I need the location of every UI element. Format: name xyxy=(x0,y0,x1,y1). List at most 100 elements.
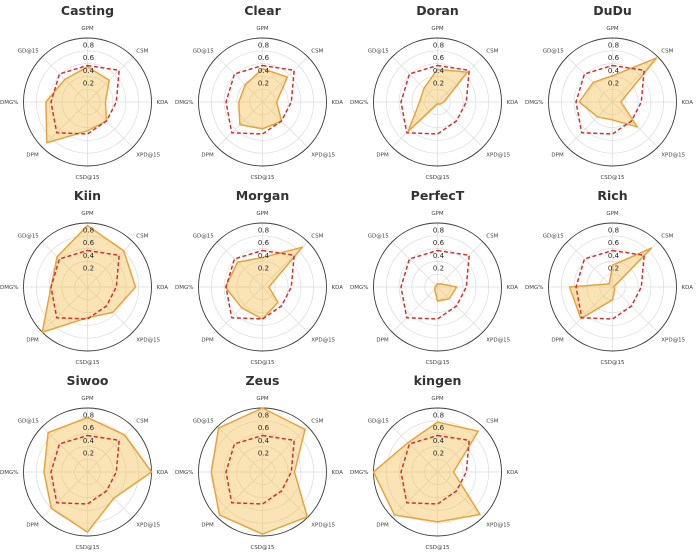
axis-label-csd15: CSD@15 xyxy=(75,545,100,551)
grid-spoke xyxy=(42,286,88,333)
axis-label-xpd15: XPD@15 xyxy=(661,153,685,159)
axis-label-dmg: DMG% xyxy=(175,470,193,476)
grid-spoke xyxy=(87,56,133,103)
axis-label-kda: KDA xyxy=(682,285,694,291)
axis-label-gd15: GD@15 xyxy=(543,234,564,240)
grid-spoke xyxy=(567,56,613,103)
grid-spoke xyxy=(392,471,438,518)
axis-label-kda: KDA xyxy=(507,100,519,106)
axis-label-csm: CSM xyxy=(136,419,148,425)
radial-tick-label: 0.2 xyxy=(433,450,444,458)
axis-label-xpd15: XPD@15 xyxy=(136,338,160,344)
radial-tick-label: 0.6 xyxy=(258,54,270,62)
axis-label-dmg: DMG% xyxy=(350,285,368,291)
radial-tick-label: 0.4 xyxy=(433,67,445,75)
axis-label-gpm: GPM xyxy=(606,211,619,217)
radar-plot: 0.2 0.4 0.6 0.8 GPM CSM KDA XPD@15 CSD@15 DPM DMG%… xyxy=(350,3,519,181)
radial-tick-label: 0.4 xyxy=(608,252,620,260)
grid-spoke xyxy=(567,241,613,288)
axis-label-csd15: CSD@15 xyxy=(250,175,275,181)
grid-spoke xyxy=(42,101,88,148)
axis-label-dpm: DPM xyxy=(201,153,214,159)
grid-spoke xyxy=(612,56,658,103)
baseline-polygon xyxy=(50,64,120,135)
grid-spoke xyxy=(567,101,613,148)
grid-spoke xyxy=(42,471,88,518)
axis-label-dpm: DPM xyxy=(551,153,564,159)
player-polygon xyxy=(41,224,137,333)
axis-label-dmg: DMG% xyxy=(0,470,18,476)
axis-label-csm: CSM xyxy=(136,49,148,55)
axis-label-xpd15: XPD@15 xyxy=(136,523,160,529)
axis-label-csm: CSM xyxy=(486,49,498,55)
chart-title: Siwoo xyxy=(66,373,108,388)
axis-label-gpm: GPM xyxy=(431,26,444,32)
outer-circle xyxy=(198,222,327,352)
radial-tick-label: 0.8 xyxy=(258,226,269,234)
axis-label-xpd15: XPD@15 xyxy=(486,338,510,344)
grid-spoke xyxy=(87,286,133,333)
baseline-polygon xyxy=(225,64,295,135)
axis-label-csd15: CSD@15 xyxy=(425,545,450,551)
chart-title: Clear xyxy=(244,3,281,18)
axis-label-dmg: DMG% xyxy=(350,470,368,476)
grid-spoke xyxy=(262,56,308,103)
radial-tick-label: 0.2 xyxy=(258,450,269,458)
grid-spoke xyxy=(217,56,263,103)
grid-spoke xyxy=(87,471,133,518)
axis-label-xpd15: XPD@15 xyxy=(136,153,160,159)
grid-spoke xyxy=(217,241,263,288)
radial-tick-label: 0.6 xyxy=(433,424,445,432)
baseline-polygon xyxy=(575,64,645,135)
axis-label-csd15: CSD@15 xyxy=(250,545,275,551)
radial-tick-label: 0.6 xyxy=(608,54,620,62)
axis-label-gpm: GPM xyxy=(81,211,94,217)
radar-plot: 0.2 0.4 0.6 0.8 GPM CSM KDA XPD@15 CSD@15 DPM DMG%… xyxy=(525,188,694,366)
radial-tick-label: 0.4 xyxy=(258,67,270,75)
grid-spoke xyxy=(262,471,308,518)
axis-label-gpm: GPM xyxy=(81,26,94,32)
grid-spoke xyxy=(437,286,483,333)
axis-label-gpm: GPM xyxy=(431,211,444,217)
player-polygon xyxy=(224,246,304,320)
radial-tick-label: 0.6 xyxy=(83,239,95,247)
axis-label-dpm: DPM xyxy=(201,523,214,529)
radial-tick-label: 0.8 xyxy=(83,411,94,419)
axis-label-dmg: DMG% xyxy=(0,100,18,106)
radial-tick-label: 0.8 xyxy=(608,226,619,234)
axis-label-xpd15: XPD@15 xyxy=(661,338,685,344)
radar-plot: 0.2 0.4 0.6 0.8 GPM CSM KDA XPD@15 CSD@15 DPM DMG%… xyxy=(175,188,343,366)
outer-circle xyxy=(23,222,152,352)
axis-label-dmg: DMG% xyxy=(175,100,193,106)
axis-label-dmg: DMG% xyxy=(525,285,543,291)
axis-label-xpd15: XPD@15 xyxy=(311,153,335,159)
axis-label-dpm: DPM xyxy=(376,523,389,529)
grid-spoke xyxy=(392,56,438,103)
grid-spoke xyxy=(437,56,483,103)
axis-label-csd15: CSD@15 xyxy=(75,175,100,181)
radial-tick-label: 0.8 xyxy=(433,41,444,49)
radar-plot: 0.2 0.4 0.6 0.8 GPM CSM KDA XPD@15 CSD@15 DPM DMG%… xyxy=(175,3,344,181)
axis-label-csm: CSM xyxy=(136,234,148,240)
baseline-polygon xyxy=(400,64,470,135)
axis-label-dmg: DMG% xyxy=(525,100,543,106)
chart-title: Casting xyxy=(61,3,114,18)
radial-tick-label: 0.2 xyxy=(83,80,94,88)
grid-spoke xyxy=(42,241,88,288)
axis-label-csm: CSM xyxy=(661,49,673,55)
grid-spoke xyxy=(612,286,658,333)
axis-label-kda: KDA xyxy=(332,100,344,106)
grid-spoke xyxy=(437,101,483,148)
radar-plot: 0.2 0.4 0.6 0.8 GPM CSM KDA XPD@15 CSD@15 DPM DMG%… xyxy=(350,373,519,551)
baseline-polygon xyxy=(50,249,120,320)
axis-label-csm: CSM xyxy=(311,234,323,240)
chart-title: PerfecT xyxy=(411,188,465,203)
player-polygon xyxy=(238,67,289,130)
radial-tick-label: 0.4 xyxy=(258,252,270,260)
axis-label-xpd15: XPD@15 xyxy=(486,523,510,529)
axis-label-dmg: DMG% xyxy=(350,100,368,106)
grid-spoke xyxy=(217,426,263,473)
axis-label-gd15: GD@15 xyxy=(193,419,214,425)
axis-label-csd15: CSD@15 xyxy=(425,175,450,181)
axis-label-kda: KDA xyxy=(507,470,519,476)
